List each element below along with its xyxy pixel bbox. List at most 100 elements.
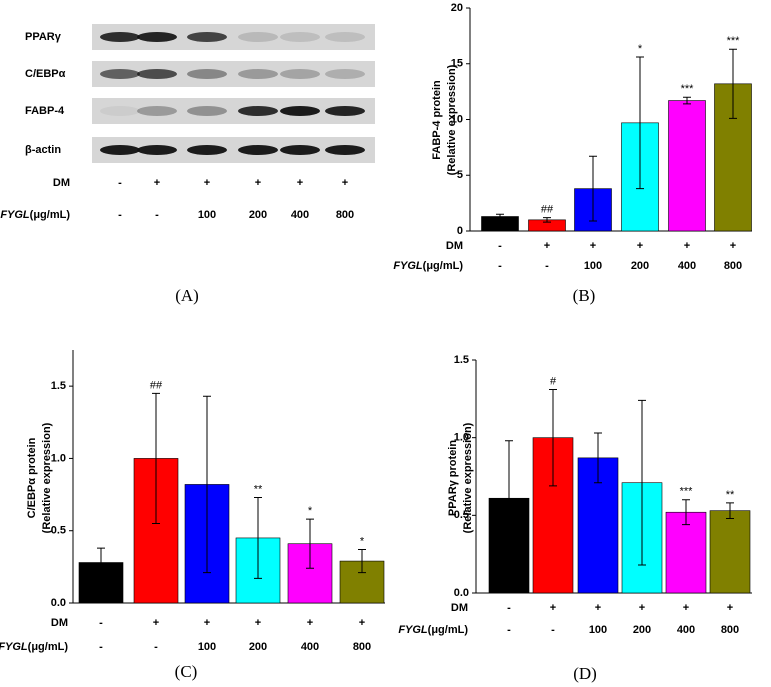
fygl-unit: (μg/mL) (428, 624, 469, 636)
fygl-value: - (155, 209, 159, 221)
fygl-unit: (μg/mL) (30, 209, 71, 221)
error-bar (589, 155, 597, 222)
dm-value: + (684, 240, 690, 252)
dm-value: + (544, 240, 550, 252)
y-label-line: (Relative expression) (446, 64, 458, 175)
error-bar (638, 399, 646, 566)
error-bar (97, 547, 105, 578)
fygl-label: FYGL(μg/mL) (393, 260, 463, 272)
dm-label: DM (446, 240, 463, 252)
y-tick-label: 1.0 (454, 432, 469, 444)
protein-label: C/EBPα (25, 68, 66, 80)
fygl-value: - (99, 641, 103, 653)
error-bar (682, 499, 690, 526)
panel-label: (B) (573, 286, 596, 305)
bar (532, 437, 574, 594)
y-tick-label: 10 (451, 113, 463, 125)
fygl-value: 200 (631, 260, 649, 272)
blot-band (187, 32, 227, 42)
fygl-value: 400 (677, 624, 695, 636)
dm-value: + (590, 240, 596, 252)
dm-label: DM (53, 177, 70, 189)
significance: ** (254, 483, 263, 495)
fygl-value: 200 (249, 209, 267, 221)
error-bar (549, 389, 557, 487)
fygl-value: - (507, 624, 511, 636)
error-bar (496, 213, 504, 220)
significance: # (550, 375, 557, 387)
fygl-value: 100 (198, 641, 216, 653)
blot-band (100, 69, 140, 79)
y-tick-label: 0.5 (51, 525, 66, 537)
fygl-value: 200 (249, 641, 267, 653)
fygl-value: 100 (198, 209, 216, 221)
y-tick-label: 0.0 (51, 597, 66, 609)
significance: * (360, 535, 365, 547)
error-bar (636, 56, 644, 190)
significance: * (308, 505, 313, 517)
dm-label: DM (451, 602, 468, 614)
fygl-value: 800 (336, 209, 354, 221)
blot-band (137, 32, 177, 42)
blot-band (238, 145, 278, 155)
dm-value: - (118, 177, 122, 189)
error-bar (254, 496, 262, 579)
dm-value: + (255, 617, 261, 629)
y-tick-label: 0 (457, 225, 463, 237)
protein-label: β-actin (25, 144, 61, 156)
dm-value: + (550, 602, 556, 614)
blot-band (280, 145, 320, 155)
blot-band (325, 145, 365, 155)
dm-value: + (204, 177, 210, 189)
dm-value: + (683, 602, 689, 614)
dm-value: + (595, 602, 601, 614)
fygl-label: FYGL(μg/mL) (0, 209, 70, 221)
y-tick-label: 0.0 (454, 587, 469, 599)
dm-value: + (297, 177, 303, 189)
fygl-unit: (μg/mL) (28, 641, 69, 653)
bar (665, 511, 707, 594)
error-bar (726, 502, 734, 519)
fygl-value: 100 (584, 260, 602, 272)
fygl-unit: (μg/mL) (423, 260, 464, 272)
significance: *** (727, 35, 741, 47)
fygl-value: 400 (291, 209, 309, 221)
dm-value: + (307, 617, 313, 629)
y-axis-label: C/EBPα protein (Relative expression) (26, 422, 53, 533)
blot-band (238, 32, 278, 42)
dm-value: + (639, 602, 645, 614)
fygl-value: 800 (353, 641, 371, 653)
dm-value: + (730, 240, 736, 252)
y-tick-label: 0.5 (454, 509, 469, 521)
significance: * (638, 43, 643, 55)
y-axis-label: PPARγ protein (Relative expression) (447, 422, 474, 533)
significance: *** (680, 486, 694, 498)
blot-band (187, 106, 227, 116)
significance: ** (726, 489, 735, 501)
y-tick-label: 20 (451, 2, 463, 14)
blot-band (280, 106, 320, 116)
blot-band (137, 69, 177, 79)
blot-band (280, 32, 320, 42)
fygl-value: - (154, 641, 158, 653)
fygl-name: FYGL (398, 624, 428, 636)
y-label-line: C/EBPα protein (26, 437, 38, 518)
error-bar (152, 392, 160, 524)
panel-label: (A) (175, 286, 199, 305)
protein-label: PPARγ (25, 31, 62, 43)
fygl-value: 100 (589, 624, 607, 636)
dm-value: + (204, 617, 210, 629)
dm-value: - (507, 602, 511, 614)
fygl-name: FYGL (0, 641, 28, 653)
fygl-name: FYGL (393, 260, 423, 272)
dm-value: - (498, 240, 502, 252)
error-bar (729, 48, 737, 119)
fygl-value: - (545, 260, 549, 272)
dm-value: + (359, 617, 365, 629)
fygl-value: 400 (678, 260, 696, 272)
blot-band (100, 145, 140, 155)
blot-band (238, 69, 278, 79)
fygl-value: 200 (633, 624, 651, 636)
blot-band (325, 106, 365, 116)
